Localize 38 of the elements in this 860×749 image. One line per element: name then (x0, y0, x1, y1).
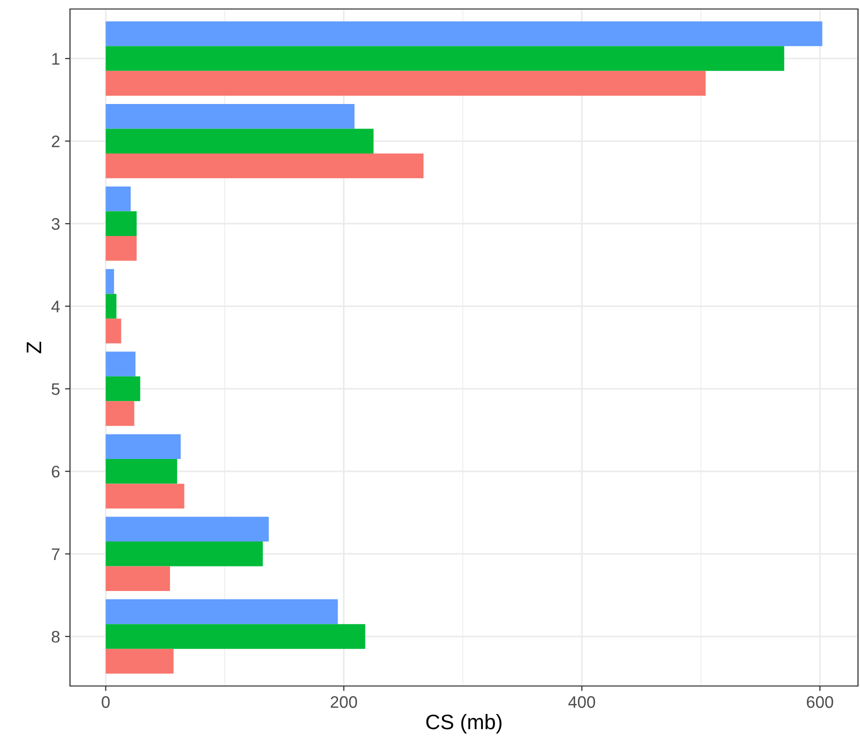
y-tick-label: 6 (52, 466, 60, 478)
bar (106, 401, 134, 426)
bar (106, 211, 137, 236)
y-tick-label: 2 (52, 136, 60, 148)
bar (106, 236, 137, 261)
bar (106, 269, 114, 294)
bar (106, 599, 338, 624)
y-tick-label: 5 (52, 383, 60, 395)
bar (106, 352, 136, 376)
y-tick-label: 8 (52, 630, 60, 643)
bar (106, 566, 170, 592)
bar (106, 434, 181, 459)
x-axis-title: CS (mb) (426, 714, 502, 734)
x-tick-label: 0 (102, 696, 110, 708)
bar (106, 376, 140, 402)
bar (106, 624, 366, 649)
y-tick-label: 3 (52, 218, 60, 230)
bar (106, 648, 174, 674)
bar (106, 516, 269, 542)
bar (106, 153, 424, 178)
y-tick-label: 1 (52, 53, 60, 65)
x-tick-label: 400 (568, 696, 596, 708)
bar (106, 46, 784, 71)
bar (106, 21, 822, 46)
x-tick-label: 200 (330, 696, 358, 708)
bar (106, 484, 184, 508)
bar (106, 70, 706, 96)
bar (106, 542, 263, 566)
bar (106, 458, 178, 484)
y-tick-label: 7 (52, 548, 60, 560)
bar (106, 128, 374, 154)
bar (106, 104, 354, 129)
y-axis-title: Z (26, 342, 42, 354)
x-tick-label: 600 (806, 696, 834, 708)
bar (106, 318, 122, 344)
y-tick-label: 4 (51, 300, 60, 312)
bar (106, 186, 131, 212)
bar (106, 294, 116, 319)
